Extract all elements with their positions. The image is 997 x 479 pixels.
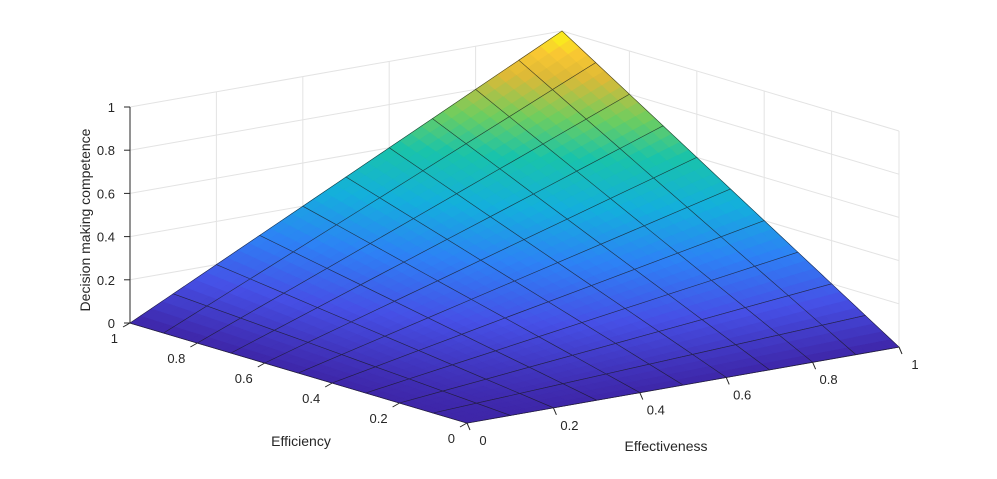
x-tick-mark: [639, 392, 644, 400]
surface-cell: [249, 251, 328, 294]
surface-plot: [129, 30, 900, 424]
surface-cell: [335, 197, 414, 244]
y-tick-mark: [122, 322, 131, 328]
y-axis-label: Efficiency: [271, 433, 331, 449]
z-tick-label: 1: [108, 100, 115, 115]
tick-labels: 00.20.40.60.8100.20.40.60.8100.20.40.60.…: [97, 100, 919, 448]
z-axis-label: Decision making competence: [77, 128, 93, 311]
surface-cell: [691, 344, 771, 378]
x-tick-label: 0.4: [647, 403, 665, 418]
y-tick-mark: [190, 342, 198, 348]
y-tick-label: 0.6: [235, 371, 253, 386]
surface-cell: [518, 383, 598, 409]
surface-cell: [388, 118, 467, 172]
z-tick-label: 0.2: [97, 273, 115, 288]
surface-cell: [206, 278, 285, 319]
surface-cell: [710, 265, 790, 308]
surface-cell: [754, 251, 833, 297]
x-tick-mark: [466, 422, 471, 431]
surface-cell: [547, 285, 626, 323]
surface-cell: [475, 393, 555, 416]
surface-cell: [590, 268, 669, 309]
z-tick-label: 0: [108, 316, 115, 331]
y-tick-label: 1: [111, 331, 118, 346]
x-tick-label: 0.2: [560, 418, 578, 433]
y-tick-label: 0.2: [370, 411, 388, 426]
y-tick-mark: [459, 422, 468, 428]
surface-cell: [686, 188, 765, 238]
surface-cell: [297, 354, 377, 384]
surface-cell: [667, 280, 746, 320]
surface-cell: [431, 89, 510, 145]
surface-cell: [600, 225, 679, 270]
surface-cell: [345, 147, 424, 199]
x-tick-mark: [725, 377, 730, 385]
surface-cell: [432, 402, 512, 424]
surface-cell: [566, 198, 645, 245]
y-tick-mark: [392, 402, 400, 408]
surface-cell: [307, 321, 386, 355]
surface-cell: [384, 317, 463, 351]
y-tick-mark: [257, 362, 266, 368]
surface-cell: [653, 157, 732, 208]
z-tick-label: 0.8: [97, 143, 115, 158]
x-tick-label: 1: [911, 357, 918, 372]
surface-cell: [340, 335, 420, 368]
surface-cell: [441, 378, 521, 404]
surface-cell: [475, 59, 554, 118]
x-axis-label: Effectiveness: [624, 438, 707, 454]
surface-cell: [778, 324, 857, 363]
surface-cell: [821, 315, 900, 355]
y-tick-label: 0.4: [302, 391, 320, 406]
surface-cell: [230, 329, 309, 364]
y-tick-label: 0.8: [167, 351, 185, 366]
surface-cell: [379, 170, 458, 219]
surface-cell: [350, 300, 429, 337]
z-tick-label: 0.4: [97, 230, 115, 245]
surface-mesh-edge: [432, 402, 512, 424]
surface-cell: [499, 143, 578, 195]
surface-cell: [494, 336, 574, 368]
x-tick-label: 0: [479, 433, 486, 448]
x-tick-mark: [812, 362, 817, 370]
surface-cell: [561, 373, 641, 401]
surface-cell: [734, 334, 814, 371]
x-tick-mark: [898, 346, 903, 355]
x-tick-label: 0.8: [820, 372, 838, 387]
x-tick-label: 0.6: [733, 387, 751, 402]
surface-cell: [605, 363, 684, 393]
surface-cell: [302, 176, 381, 226]
z-tick-label: 0.6: [97, 186, 115, 201]
surface-cell: [412, 193, 491, 240]
y-tick-mark: [324, 382, 333, 388]
surface-cell: [273, 307, 352, 343]
surface-cell: [508, 89, 587, 145]
surface-cell: [643, 207, 722, 254]
y-tick-label: 0: [448, 431, 455, 446]
surface-cell: [360, 261, 439, 302]
surface-cell: [658, 319, 737, 355]
surface-cell: [422, 143, 501, 195]
surface-cell: [624, 294, 703, 332]
x-tick-mark: [552, 407, 557, 415]
surface-cell: [551, 62, 630, 120]
surface-cell: [532, 170, 611, 220]
surface-cell: [331, 366, 411, 394]
surface-cell: [369, 218, 448, 263]
surface-cell: [633, 252, 713, 295]
surface-cell: [408, 364, 487, 392]
surface-cell: [465, 116, 544, 170]
